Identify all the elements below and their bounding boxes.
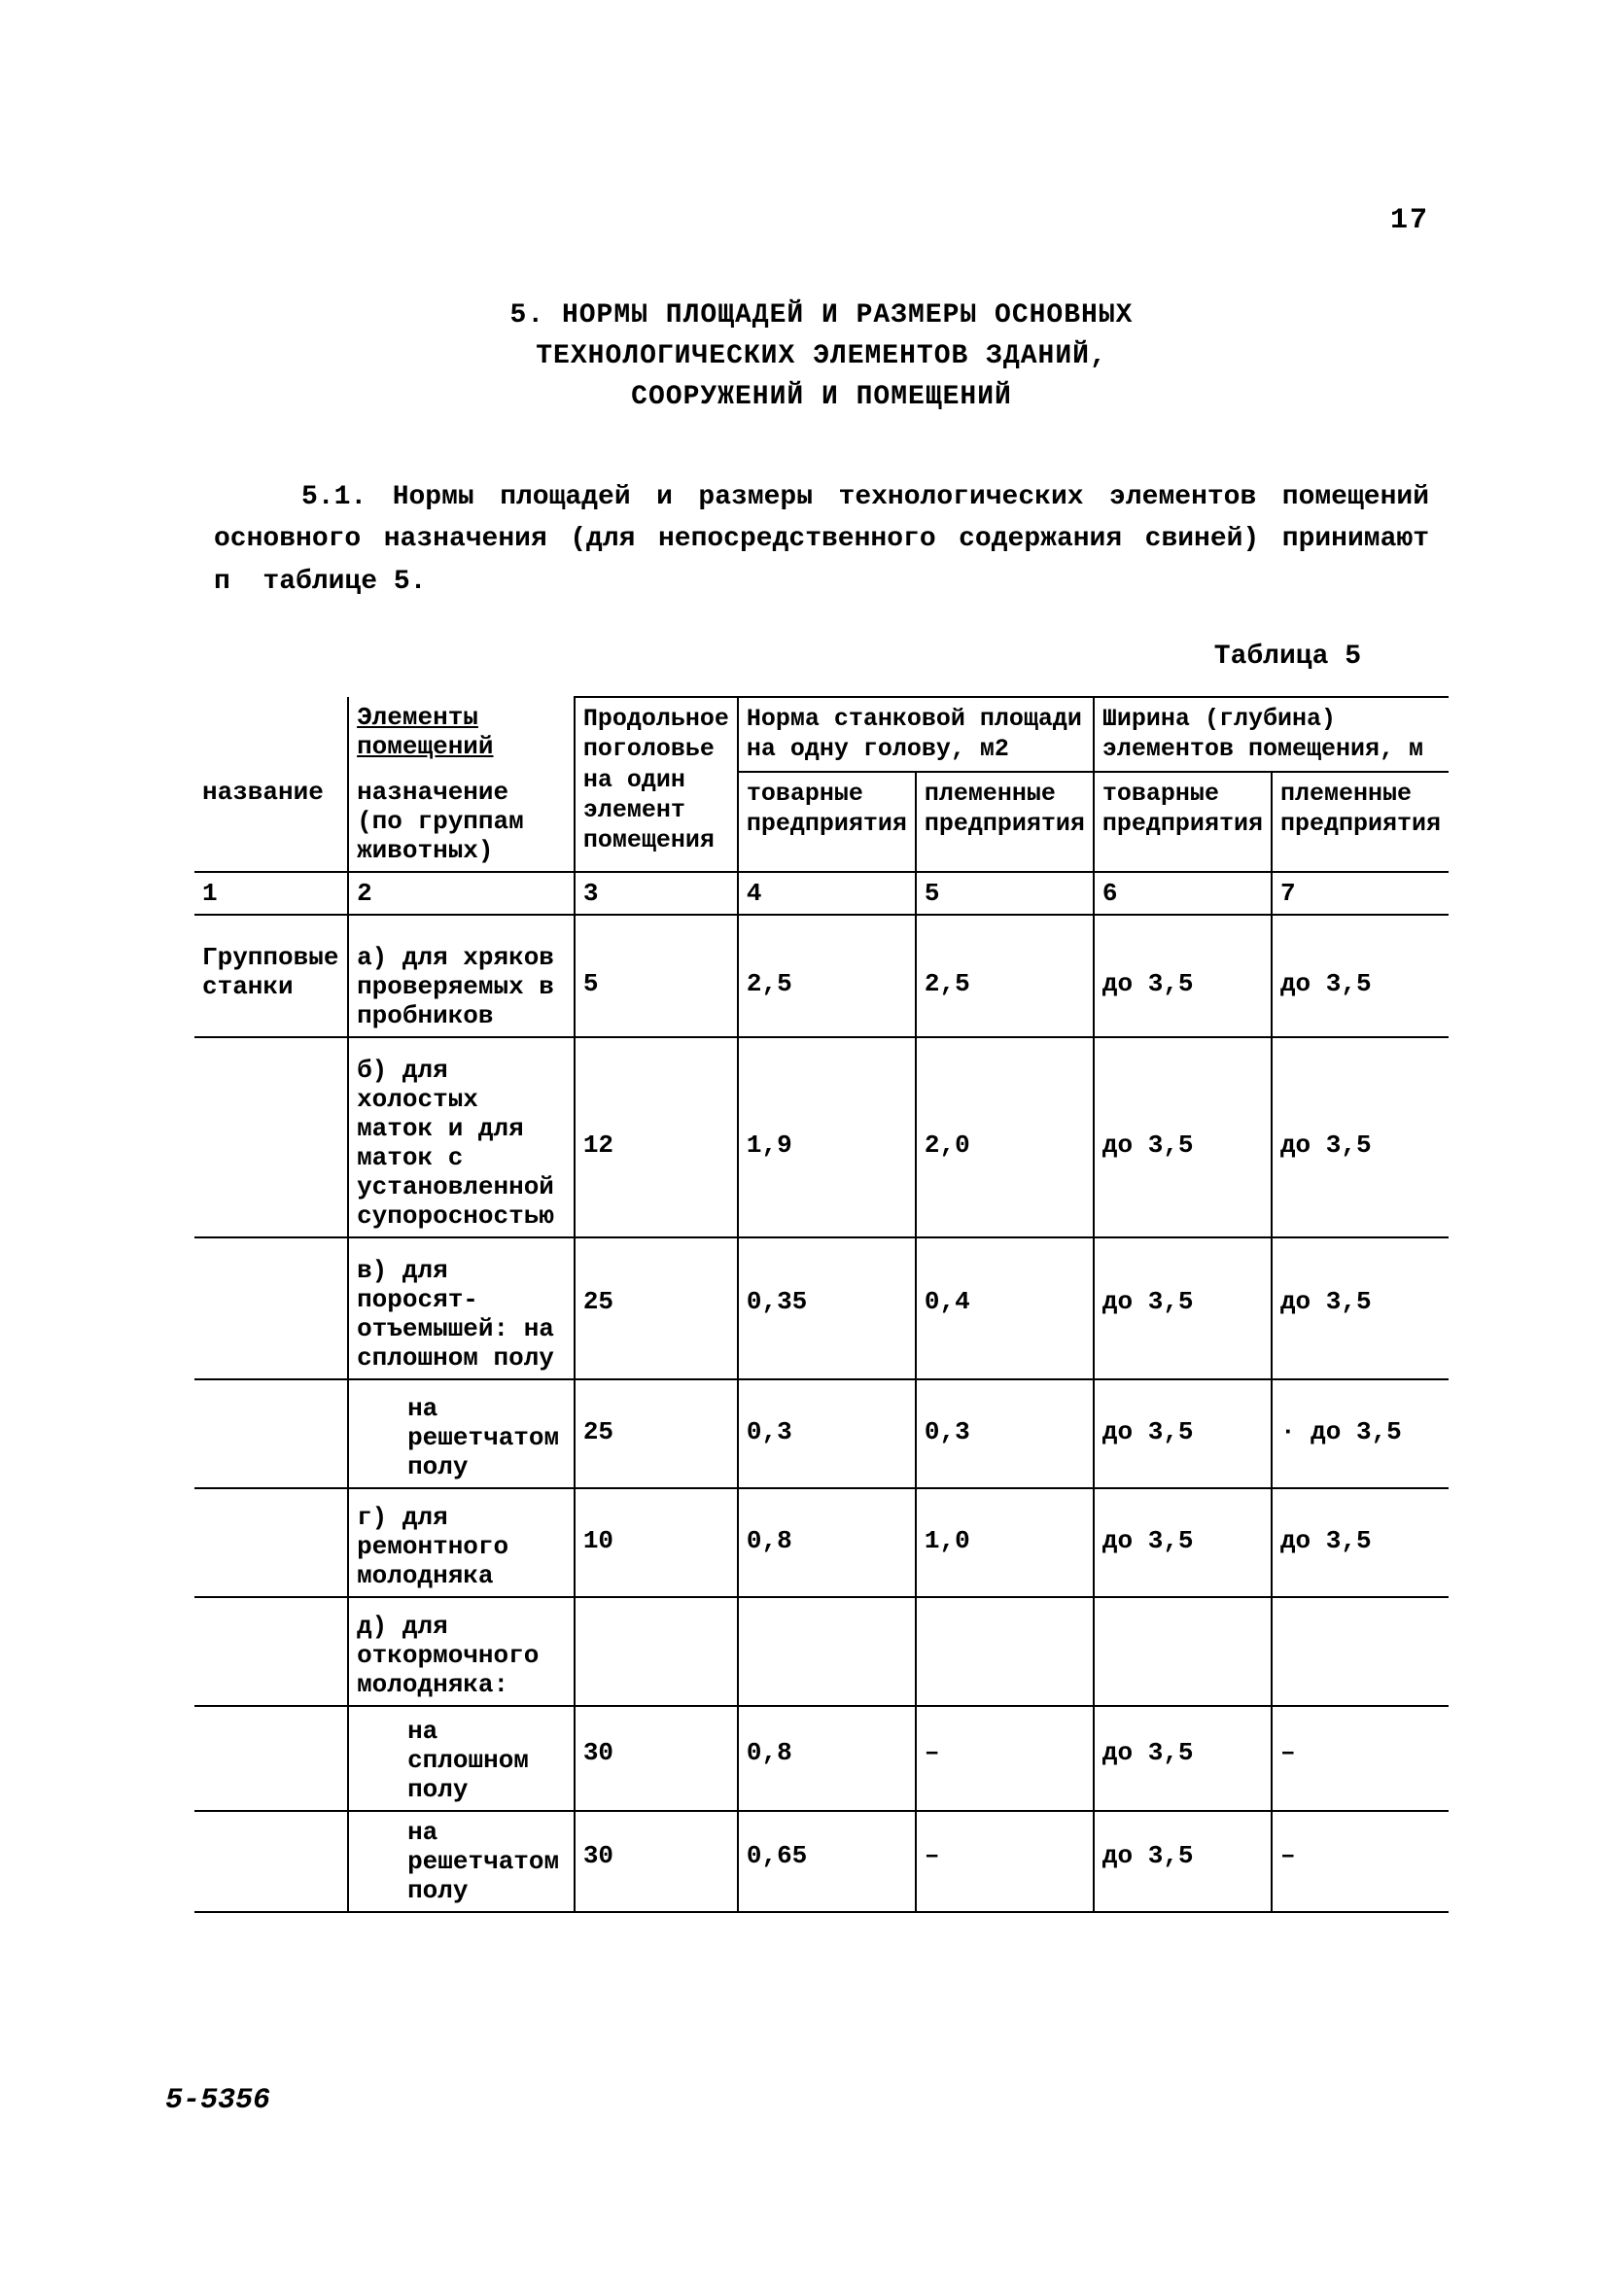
coln-4: 4 [738,872,916,915]
hdr-norm: Норма станковой площади на одну голову, … [738,697,1094,772]
table-row: г) для ремонтного молодняка100,81,0до 3,… [194,1488,1449,1597]
hdr-width: Ширина (глубина) элементов помещения, м [1094,697,1449,772]
hdr-name: название [194,772,348,872]
hdr-col4: товарные предприятия [738,772,916,872]
table-row: в) для поросят-отъемышей: на сплошном по… [194,1237,1449,1379]
coln-2: 2 [348,872,575,915]
header-row-2: название назначение (по группам животных… [194,772,1449,872]
footer-code: 5-5356 [165,2084,270,2117]
table-row: на решетчатом полу250,30,3до 3,5· до 3,5 [194,1379,1449,1488]
hdr-purpose: назначение (по группам животных) [348,772,575,872]
table-row: д) для откормочного молодняка: [194,1597,1449,1706]
coln-5: 5 [916,872,1094,915]
table-row: Групповые станкиа) для хряков проверяемы… [194,915,1449,1037]
title-line-3: СООРУЖЕНИЙ И ПОМЕЩЕНИЙ [282,377,1361,418]
page-number: 17 [194,204,1449,237]
hdr-elements: Элементы помещений [348,697,575,772]
document-page: 17 5. НОРМЫ ПЛОЩАДЕЙ И РАЗМЕРЫ ОСНОВНЫХ … [165,165,1478,2109]
coln-6: 6 [1094,872,1272,915]
hdr-col3: Продольное поголовье на один элемент пом… [575,697,738,872]
table-row: б) для холостых маток и для маток с уста… [194,1037,1449,1237]
hdr-col6: товарные предприятия [1094,772,1272,872]
coln-7: 7 [1272,872,1449,915]
section-title: 5. НОРМЫ ПЛОЩАДЕЙ И РАЗМЕРЫ ОСНОВНЫХ ТЕХ… [282,296,1361,418]
header-row-1: Элементы помещений Продольное поголовье … [194,697,1449,772]
title-line-2: ТЕХНОЛОГИЧЕСКИХ ЭЛЕМЕНТОВ ЗДАНИЙ, [282,336,1361,377]
hdr-col5: племенные предприятия [916,772,1094,872]
table-caption: Таблица 5 [194,642,1449,672]
title-line-1: 5. НОРМЫ ПЛОЩАДЕЙ И РАЗМЕРЫ ОСНОВНЫХ [282,296,1361,336]
column-number-row: 1 2 3 4 5 6 7 [194,872,1449,915]
paragraph-5-1: 5.1. Нормы площадей и размеры технологич… [214,476,1429,603]
table-row: на сплошном полу300,8–до 3,5– [194,1706,1449,1811]
table-5: Элементы помещений Продольное поголовье … [194,696,1449,1913]
table-row: на решетчатом полу300,65–до 3,5– [194,1811,1449,1912]
hdr-col7: племенные предприятия [1272,772,1449,872]
coln-3: 3 [575,872,738,915]
coln-1: 1 [194,872,348,915]
